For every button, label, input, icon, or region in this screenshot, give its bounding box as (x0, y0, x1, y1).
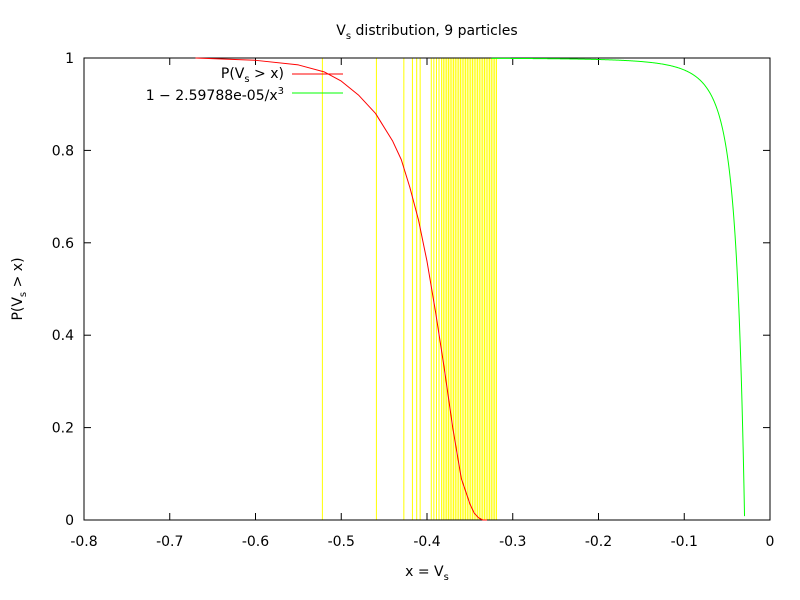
chart-title: Vs distribution, 9 particles (336, 23, 517, 42)
x-tick-labels: -0.8 -0.7 -0.6 -0.5 -0.4 -0.3 -0.2 -0.1 0 (70, 534, 774, 550)
axis-ticks (83, 57, 771, 521)
x-tick-label: -0.1 (671, 534, 698, 550)
y-tick-label: 0.2 (52, 421, 74, 437)
y-tick-label: 0.8 (52, 143, 74, 159)
x-tick-label: -0.4 (413, 534, 440, 550)
legend-label-red: P(Vs > x) (221, 66, 284, 85)
legend-label-green: 1 − 2.59788e-05/x3 (146, 86, 284, 104)
series-layer (195, 57, 746, 521)
legend: P(Vs > x) 1 − 2.59788e-05/x3 (146, 66, 343, 104)
y-axis-label: P(Vs > x) (10, 257, 29, 320)
x-axis-label: x = Vs (405, 564, 449, 583)
y-tick-label: 0.6 (52, 236, 74, 252)
y-tick-label: 0.4 (52, 328, 74, 344)
y-tick-label: 1 (65, 51, 74, 67)
x-tick-label: -0.7 (156, 534, 183, 550)
sample-lines (321, 58, 497, 520)
series-red-line (195, 57, 488, 521)
x-tick-label: -0.3 (499, 534, 526, 550)
y-tick-label: 0 (65, 513, 74, 529)
x-tick-label: -0.6 (242, 534, 269, 550)
x-tick-label: -0.8 (70, 534, 97, 550)
x-tick-label: -0.2 (585, 534, 612, 550)
x-tick-label: 0 (766, 534, 775, 550)
y-tick-labels: 0 0.2 0.4 0.6 0.8 1 (52, 51, 74, 529)
x-tick-label: -0.5 (328, 534, 355, 550)
series-green-line (491, 57, 746, 517)
